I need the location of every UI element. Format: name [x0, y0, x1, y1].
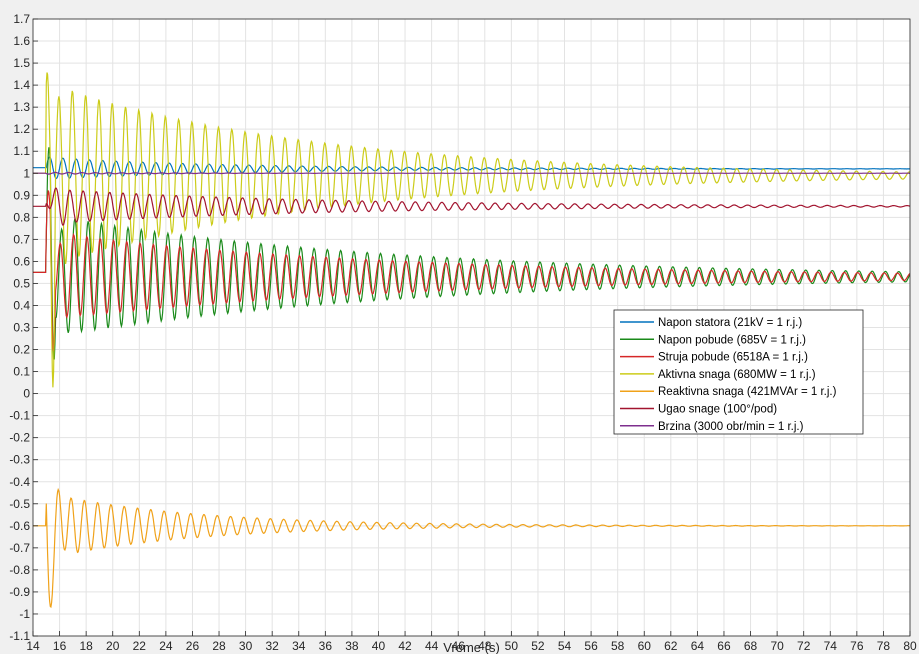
y-tick-label: 0.8	[13, 210, 30, 224]
y-tick-label: -0.3	[9, 453, 30, 467]
x-tick-label: 58	[611, 639, 625, 653]
x-tick-label: 54	[558, 639, 572, 653]
y-tick-label: 0.2	[13, 343, 30, 357]
x-tick-label: 46	[452, 639, 466, 653]
y-tick-label: 1.5	[13, 56, 30, 70]
y-tick-label: 1	[23, 166, 30, 180]
x-tick-label: 78	[877, 639, 891, 653]
x-tick-label: 14	[26, 639, 40, 653]
y-tick-label: -0.1	[9, 409, 30, 423]
x-tick-label: 80	[903, 639, 917, 653]
x-tick-label: 30	[239, 639, 253, 653]
x-tick-label: 20	[106, 639, 120, 653]
x-axis-label: Vreme (s)	[443, 640, 500, 654]
x-tick-label: 42	[398, 639, 412, 653]
legend-entry: Aktivna snaga (680MW = 1 r.j.)	[658, 369, 816, 381]
y-tick-label: 0.6	[13, 254, 30, 268]
legend-entry: Struja pobude (6518A = 1 r.j.)	[658, 352, 808, 364]
y-tick-label: 1.3	[13, 100, 30, 114]
y-tick-label: 1.6	[13, 34, 30, 48]
series-line	[33, 487, 910, 609]
x-tick-label: 32	[266, 639, 280, 653]
y-tick-label: -1.1	[9, 629, 30, 643]
y-tick-label: 0.5	[13, 276, 30, 290]
legend-entry: Reaktivna snaga (421MVAr = 1 r.j.)	[658, 386, 837, 398]
series-line	[33, 72, 910, 388]
y-tick-label: -0.9	[9, 585, 30, 599]
y-tick-label: 0.9	[13, 188, 30, 202]
x-tick-label: 24	[159, 639, 173, 653]
x-tick-label: 52	[531, 639, 545, 653]
y-tick-label: -0.7	[9, 541, 30, 555]
y-tick-label: 0	[23, 387, 30, 401]
y-tick-label: 1.7	[13, 12, 30, 26]
x-tick-label: 16	[53, 639, 67, 653]
y-tick-label: -0.8	[9, 563, 30, 577]
x-tick-label: 74	[824, 639, 838, 653]
series-line	[33, 190, 910, 352]
x-tick-label: 70	[770, 639, 784, 653]
legend-entry: Napon pobude (685V = 1 r.j.)	[658, 334, 806, 346]
y-tick-label: -0.6	[9, 519, 30, 533]
x-tick-label: 36	[319, 639, 333, 653]
series-line	[33, 187, 910, 226]
x-tick-label: 34	[292, 639, 306, 653]
y-tick-label: 0.7	[13, 232, 30, 246]
series-line	[33, 171, 910, 175]
y-tick-label: -0.2	[9, 431, 30, 445]
x-tick-label: 38	[345, 639, 359, 653]
y-tick-label: 0.3	[13, 321, 30, 335]
y-tick-label: 0.4	[13, 298, 30, 312]
y-tick-label: -0.4	[9, 475, 30, 489]
legend-entry: Brzina (3000 obr/min = 1 r.j.)	[658, 421, 804, 433]
y-tick-label: 1.2	[13, 122, 30, 136]
y-tick-label: 1.1	[13, 144, 30, 158]
x-tick-label: 44	[425, 639, 439, 653]
y-axis: -1.1 -1 -0.9 -0.8 -0.7 -0.6 -0.5 -0.4 -0.3 -0.2 -0…	[9, 12, 38, 643]
x-tick-label: 76	[850, 639, 864, 653]
x-axis: 14 16 18 20 22 24 26 28 30 32 34 36 38 40 42 44 46 48 50 52…	[26, 631, 917, 653]
legend-entry: Napon statora (21kV = 1 r.j.)	[658, 317, 802, 329]
x-tick-label: 22	[133, 639, 147, 653]
y-tick-label: 1.4	[13, 78, 30, 92]
x-tick-label: 50	[505, 639, 519, 653]
x-tick-label: 66	[717, 639, 731, 653]
y-tick-label: 0.1	[13, 365, 30, 379]
x-tick-label: 62	[664, 639, 678, 653]
legend[interactable]: Napon statora (21kV = 1 r.j.) Napon pobud…	[613, 309, 864, 435]
x-tick-label: 64	[691, 639, 705, 653]
series-lines	[33, 72, 910, 609]
x-tick-label: 48	[478, 639, 492, 653]
x-tick-label: 26	[186, 639, 200, 653]
x-tick-label: 68	[744, 639, 758, 653]
legend-box	[613, 309, 864, 435]
x-tick-label: 40	[372, 639, 386, 653]
legend-entry: Ugao snage (100°/pod)	[658, 404, 777, 416]
y-tick-label: -1	[19, 607, 30, 621]
x-tick-label: 28	[212, 639, 226, 653]
y-tick-label: -0.5	[9, 497, 30, 511]
x-tick-label: 56	[584, 639, 598, 653]
x-tick-label: 72	[797, 639, 811, 653]
x-tick-label: 18	[79, 639, 93, 653]
x-tick-label: 60	[638, 639, 652, 653]
